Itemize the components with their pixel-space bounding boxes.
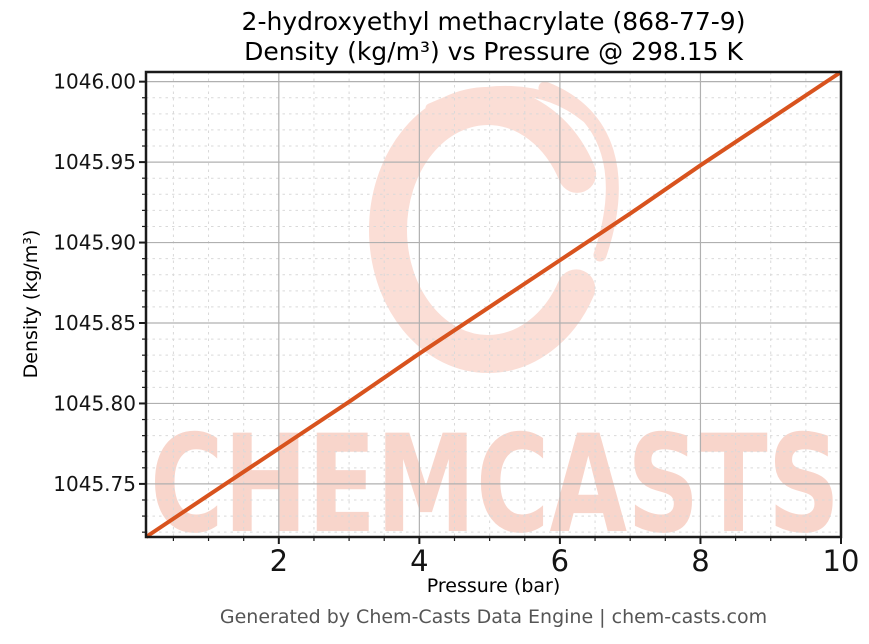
y-tick-label: 1046.00 [53, 70, 136, 94]
chart-title: 2-hydroxyethyl methacrylate (868-77-9) D… [146, 7, 841, 67]
x-tick-label: 8 [691, 544, 709, 578]
x-axis-label: Pressure (bar) [426, 575, 561, 597]
footer-credit: Generated by Chem-Casts Data Engine | ch… [219, 606, 768, 628]
y-tick-label: 1045.85 [53, 311, 136, 335]
y-tick-label: 1045.75 [53, 472, 136, 496]
axes-border [144, 70, 843, 539]
y-tick-label: 1045.95 [53, 150, 136, 174]
ring-inner-stroke [425, 86, 591, 123]
y-tick-label: 1045.90 [53, 231, 136, 255]
x-tick-label: 10 [823, 544, 860, 578]
x-tick-label: 4 [410, 544, 428, 578]
chart-title-line2: Density (kg/m³) vs Pressure @ 298.15 K [244, 37, 743, 66]
chart-title-line1: 2-hydroxyethyl methacrylate (868-77-9) [241, 7, 746, 36]
x-tick-label: 2 [270, 544, 288, 578]
x-tick-label: 6 [551, 544, 569, 578]
y-tick-label: 1045.80 [53, 391, 136, 415]
chemcasts-ring-watermark [369, 87, 607, 373]
density-data-line [144, 70, 843, 539]
